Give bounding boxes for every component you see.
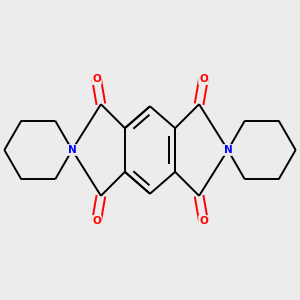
Text: O: O [199,74,208,84]
Text: N: N [224,145,232,155]
Text: N: N [68,145,76,155]
Text: O: O [92,74,101,84]
Text: O: O [199,216,208,226]
Text: O: O [92,216,101,226]
